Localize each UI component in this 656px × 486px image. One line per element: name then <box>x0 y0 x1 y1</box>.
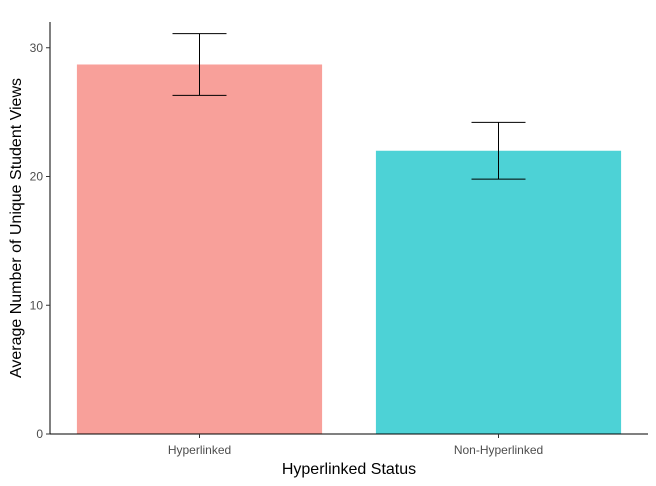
error-bar-non-hyperlinked <box>471 121 526 180</box>
axes-layer <box>49 22 648 435</box>
x-ticks: Hyperlinked Non-Hyperlinked <box>168 434 543 457</box>
y-ticks: 0 10 20 30 <box>30 41 50 441</box>
bar-non-hyperlinked <box>375 150 622 434</box>
bars-layer <box>76 64 622 435</box>
bar-hyperlinked <box>76 64 323 435</box>
y-tick-label: 10 <box>30 298 44 312</box>
x-tick-label: Non-Hyperlinked <box>454 443 543 457</box>
y-tick-label: 0 <box>36 427 43 441</box>
x-tick-label: Hyperlinked <box>168 443 231 457</box>
y-tick-label: 30 <box>30 41 44 55</box>
x-axis-title: Hyperlinked Status <box>282 461 416 478</box>
error-bar-hyperlinked <box>172 33 227 96</box>
y-tick-label: 20 <box>30 170 44 184</box>
error-bars-layer <box>172 33 526 180</box>
y-axis-title: Average Number of Unique Student Views <box>8 78 25 378</box>
